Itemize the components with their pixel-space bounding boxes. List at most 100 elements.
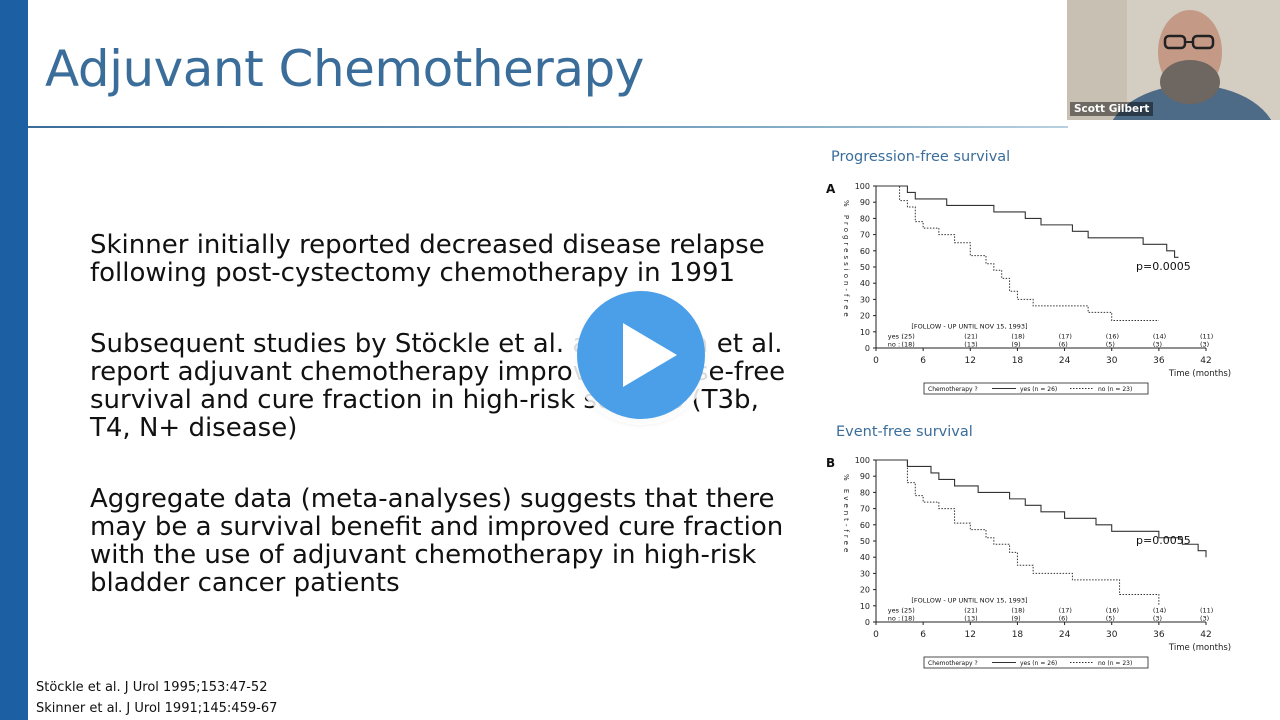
chart-a-at-risk-no-5: (3) bbox=[1153, 340, 1162, 348]
chart-a-ytick-label-9: 90 bbox=[860, 198, 870, 207]
chart-a-xtick-label-2: 12 bbox=[965, 356, 976, 366]
bullet-3-line-1: Aggregate data (meta-analyses) suggests … bbox=[90, 484, 775, 514]
chart-b-ytick-label-7: 70 bbox=[860, 505, 870, 514]
participant-avatar-icon bbox=[1067, 0, 1280, 120]
chart-a-title: Progression-free survival bbox=[831, 149, 1011, 165]
chart-a-at-risk-no-3: (6) bbox=[1059, 340, 1068, 348]
chart-b-ytick-label-6: 60 bbox=[860, 521, 870, 530]
chart-a-panel-letter: A bbox=[826, 182, 836, 196]
chart-b-at-risk-yes-4: (16) bbox=[1106, 606, 1119, 614]
chart-a-at-risk-yes-2: (18) bbox=[1011, 332, 1024, 340]
chart-a-at-risk-yes-1: (21) bbox=[964, 332, 977, 340]
slide-title: Adjuvant Chemotherapy bbox=[45, 40, 644, 98]
chart-b-at-risk-yes-0: (25) bbox=[901, 606, 914, 614]
chart-a-at-risk-no-label: no : bbox=[888, 340, 900, 348]
chart-a: A% Progression-free 0 10 20 30 40 50 60 70 80 90 10… bbox=[820, 170, 1240, 415]
chart-a-at-risk-yes-6: (11) bbox=[1200, 332, 1213, 340]
chart-b-ytick-label-3: 30 bbox=[860, 569, 870, 578]
chart-b-xtick-label-0: 0 bbox=[873, 630, 879, 640]
participant-video[interactable] bbox=[1067, 0, 1280, 120]
chart-b-ytick-label-1: 10 bbox=[860, 602, 870, 611]
chart-b-at-risk-no-2: (9) bbox=[1011, 614, 1020, 622]
chart-a-at-risk-no-0: (18) bbox=[901, 340, 914, 348]
chart-b-ytick-label-10: 100 bbox=[855, 456, 870, 465]
chart-a-ytick-label-8: 80 bbox=[860, 214, 870, 223]
chart-b-xlabel: Time (months) bbox=[1168, 643, 1231, 653]
chart-b-panel-letter: B bbox=[826, 456, 835, 470]
chart-a-legend-box bbox=[923, 382, 1149, 395]
participant-name: Scott Gilbert bbox=[1070, 102, 1154, 116]
chart-a-ytick-label-2: 20 bbox=[860, 312, 870, 321]
chart-b-legend-no: no (n = 23) bbox=[1098, 660, 1132, 667]
chart-b-series-no bbox=[876, 459, 1160, 606]
chart-b-legend-yes: yes (n = 26) bbox=[1020, 660, 1057, 667]
chart-a-xtick-label-1: 6 bbox=[920, 356, 926, 366]
chart-a-follow-up-note: [FOLLOW - UP UNTIL NOV 15, 1993] bbox=[911, 323, 1027, 331]
chart-a-at-risk-yes-5: (14) bbox=[1153, 332, 1166, 340]
chart-a-at-risk-no-1: (13) bbox=[964, 340, 977, 348]
chart-a-series-yes bbox=[876, 185, 1179, 258]
title-divider bbox=[28, 126, 1068, 128]
chart-b-title: Event-free survival bbox=[836, 424, 973, 440]
chart-a-series-no bbox=[876, 185, 1159, 321]
chart-a-at-risk-yes-4: (16) bbox=[1106, 332, 1119, 340]
chart-b-at-risk-no-4: (5) bbox=[1106, 614, 1115, 622]
chart-b-at-risk-no-3: (6) bbox=[1059, 614, 1068, 622]
chart-b-xtick-label-6: 36 bbox=[1153, 630, 1165, 640]
chart-a-svg: A% Progression-free010203040506070809010… bbox=[826, 182, 1231, 395]
chart-b-xtick-label-2: 12 bbox=[965, 630, 976, 640]
chart-b-at-risk-no-0: (18) bbox=[901, 614, 914, 622]
chart-a-legend-no: no (n = 23) bbox=[1098, 386, 1132, 393]
chart-b-at-risk-yes-2: (18) bbox=[1011, 606, 1024, 614]
chart-b-at-risk-yes-5: (14) bbox=[1153, 606, 1166, 614]
chart-b-xtick-label-4: 24 bbox=[1059, 630, 1071, 640]
bullet-3-line-2: may be a survival benefit and improved c… bbox=[90, 512, 784, 542]
chart-a-at-risk-no-2: (9) bbox=[1011, 340, 1020, 348]
chart-b-at-risk-no-1: (13) bbox=[964, 614, 977, 622]
chart-b-xtick-label-5: 30 bbox=[1106, 630, 1118, 640]
chart-a-at-risk-no-4: (5) bbox=[1106, 340, 1115, 348]
chart-a-xtick-label-3: 18 bbox=[1012, 356, 1024, 366]
chart-b-xtick-label-1: 6 bbox=[920, 630, 926, 640]
chart-b-at-risk-no-6: (3) bbox=[1200, 614, 1209, 622]
chart-b-ytick-label-2: 20 bbox=[860, 586, 870, 595]
chart-b-at-risk-no-label: no : bbox=[888, 614, 900, 622]
chart-a-xtick-label-4: 24 bbox=[1059, 356, 1071, 366]
chart-b-at-risk-yes-1: (21) bbox=[964, 606, 977, 614]
chart-a-ytick-label-5: 50 bbox=[860, 263, 870, 272]
chart-b-ytick-label-4: 40 bbox=[860, 553, 870, 562]
chart-b-legend-box bbox=[923, 656, 1149, 669]
bullet-1-line-1: Skinner initially reported decreased dis… bbox=[90, 230, 765, 260]
chart-a-ytick-label-1: 10 bbox=[860, 328, 870, 337]
chart-b-ytick-label-5: 50 bbox=[860, 537, 870, 546]
chart-a-ylabel: % Progression-free bbox=[842, 200, 850, 320]
chart-a-at-risk-yes-3: (17) bbox=[1059, 332, 1072, 340]
play-button[interactable] bbox=[577, 291, 705, 419]
chart-a-xtick-label-5: 30 bbox=[1106, 356, 1118, 366]
chart-b-xtick-label-7: 42 bbox=[1200, 630, 1211, 640]
left-accent-bar bbox=[0, 0, 28, 720]
bullet-3-line-3: with the use of adjuvant chemotherapy in… bbox=[90, 540, 757, 570]
chart-a-ytick-label-10: 100 bbox=[855, 182, 870, 191]
chart-a-p-value: p=0.0005 bbox=[1136, 260, 1191, 273]
chart-b-at-risk-yes-6: (11) bbox=[1200, 606, 1213, 614]
play-icon bbox=[623, 323, 677, 387]
chart-b: B % Event-free 0 10 20 30 40 50 60 70 80 90 100 0 6 12 1… bbox=[820, 444, 1240, 689]
chart-b-ylabel: % Event-free bbox=[842, 474, 850, 555]
chart-b-at-risk-yes-3: (17) bbox=[1059, 606, 1072, 614]
chart-b-svg: B % Event-free 0 10 20 30 40 50 60 70 80 90 100 0 6 12 1… bbox=[826, 456, 1231, 669]
chart-b-series-yes bbox=[876, 459, 1207, 558]
chart-b-legend-prefix: Chemotherapy ? bbox=[928, 660, 978, 667]
chart-b-ytick-label-8: 80 bbox=[860, 488, 870, 497]
chart-a-xtick-label-7: 42 bbox=[1200, 356, 1211, 366]
chart-a-ytick-label-4: 40 bbox=[860, 279, 870, 288]
chart-b-ytick-label-9: 90 bbox=[860, 472, 870, 481]
bullet-2-line-4: T4, N+ disease) bbox=[90, 413, 298, 443]
bullet-3-line-4: bladder cancer patients bbox=[90, 568, 400, 598]
chart-a-ytick-label-0: 0 bbox=[865, 344, 870, 353]
chart-a-ytick-label-3: 30 bbox=[860, 295, 870, 304]
chart-b-p-value: p=0.0055 bbox=[1136, 534, 1191, 547]
chart-a-legend-yes: yes (n = 26) bbox=[1020, 386, 1057, 393]
reference-2: Skinner et al. J Urol 1991;145:459-67 bbox=[36, 701, 278, 716]
chart-a-at-risk-yes-0: (25) bbox=[901, 332, 914, 340]
